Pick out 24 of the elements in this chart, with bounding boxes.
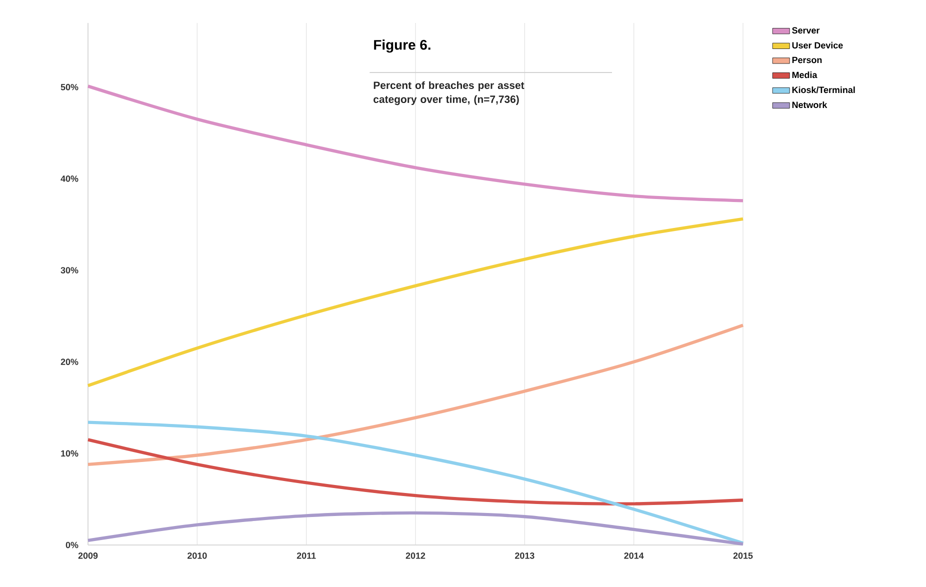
line-series — [86, 324, 745, 466]
x-tick-label: 2013 — [515, 552, 534, 559]
y-tick-label: 10% — [61, 450, 78, 457]
y-tick-label: 20% — [60, 358, 78, 366]
legend-label: Server — [792, 27, 820, 34]
y-tick-label: 50% — [60, 84, 78, 90]
legend-label: Network — [792, 101, 828, 108]
y-tick-label: 40% — [60, 176, 78, 182]
y-tick-label: 30% — [60, 267, 78, 274]
legend-label: Media — [792, 72, 818, 78]
legend-label: User Device — [792, 42, 843, 48]
x-tick-label: 2011 — [296, 552, 316, 559]
line-series — [86, 217, 745, 388]
x-tick-label: 2010 — [188, 552, 207, 559]
line-series — [86, 438, 745, 506]
legend-label: Person — [792, 56, 822, 64]
legend-label: Kiosk/Terminal — [792, 86, 855, 94]
x-tick-label: 2014 — [624, 552, 644, 559]
x-tick-label: 2012 — [406, 552, 426, 559]
y-tick-label: 0% — [66, 542, 78, 548]
text: Figure 6. — [374, 40, 430, 53]
x-tick-label: 2015 — [733, 552, 753, 559]
x-tick-label: 2009 — [78, 552, 98, 559]
text: Percent of breaches per asset category over time, (n=7,736) — [374, 81, 524, 106]
